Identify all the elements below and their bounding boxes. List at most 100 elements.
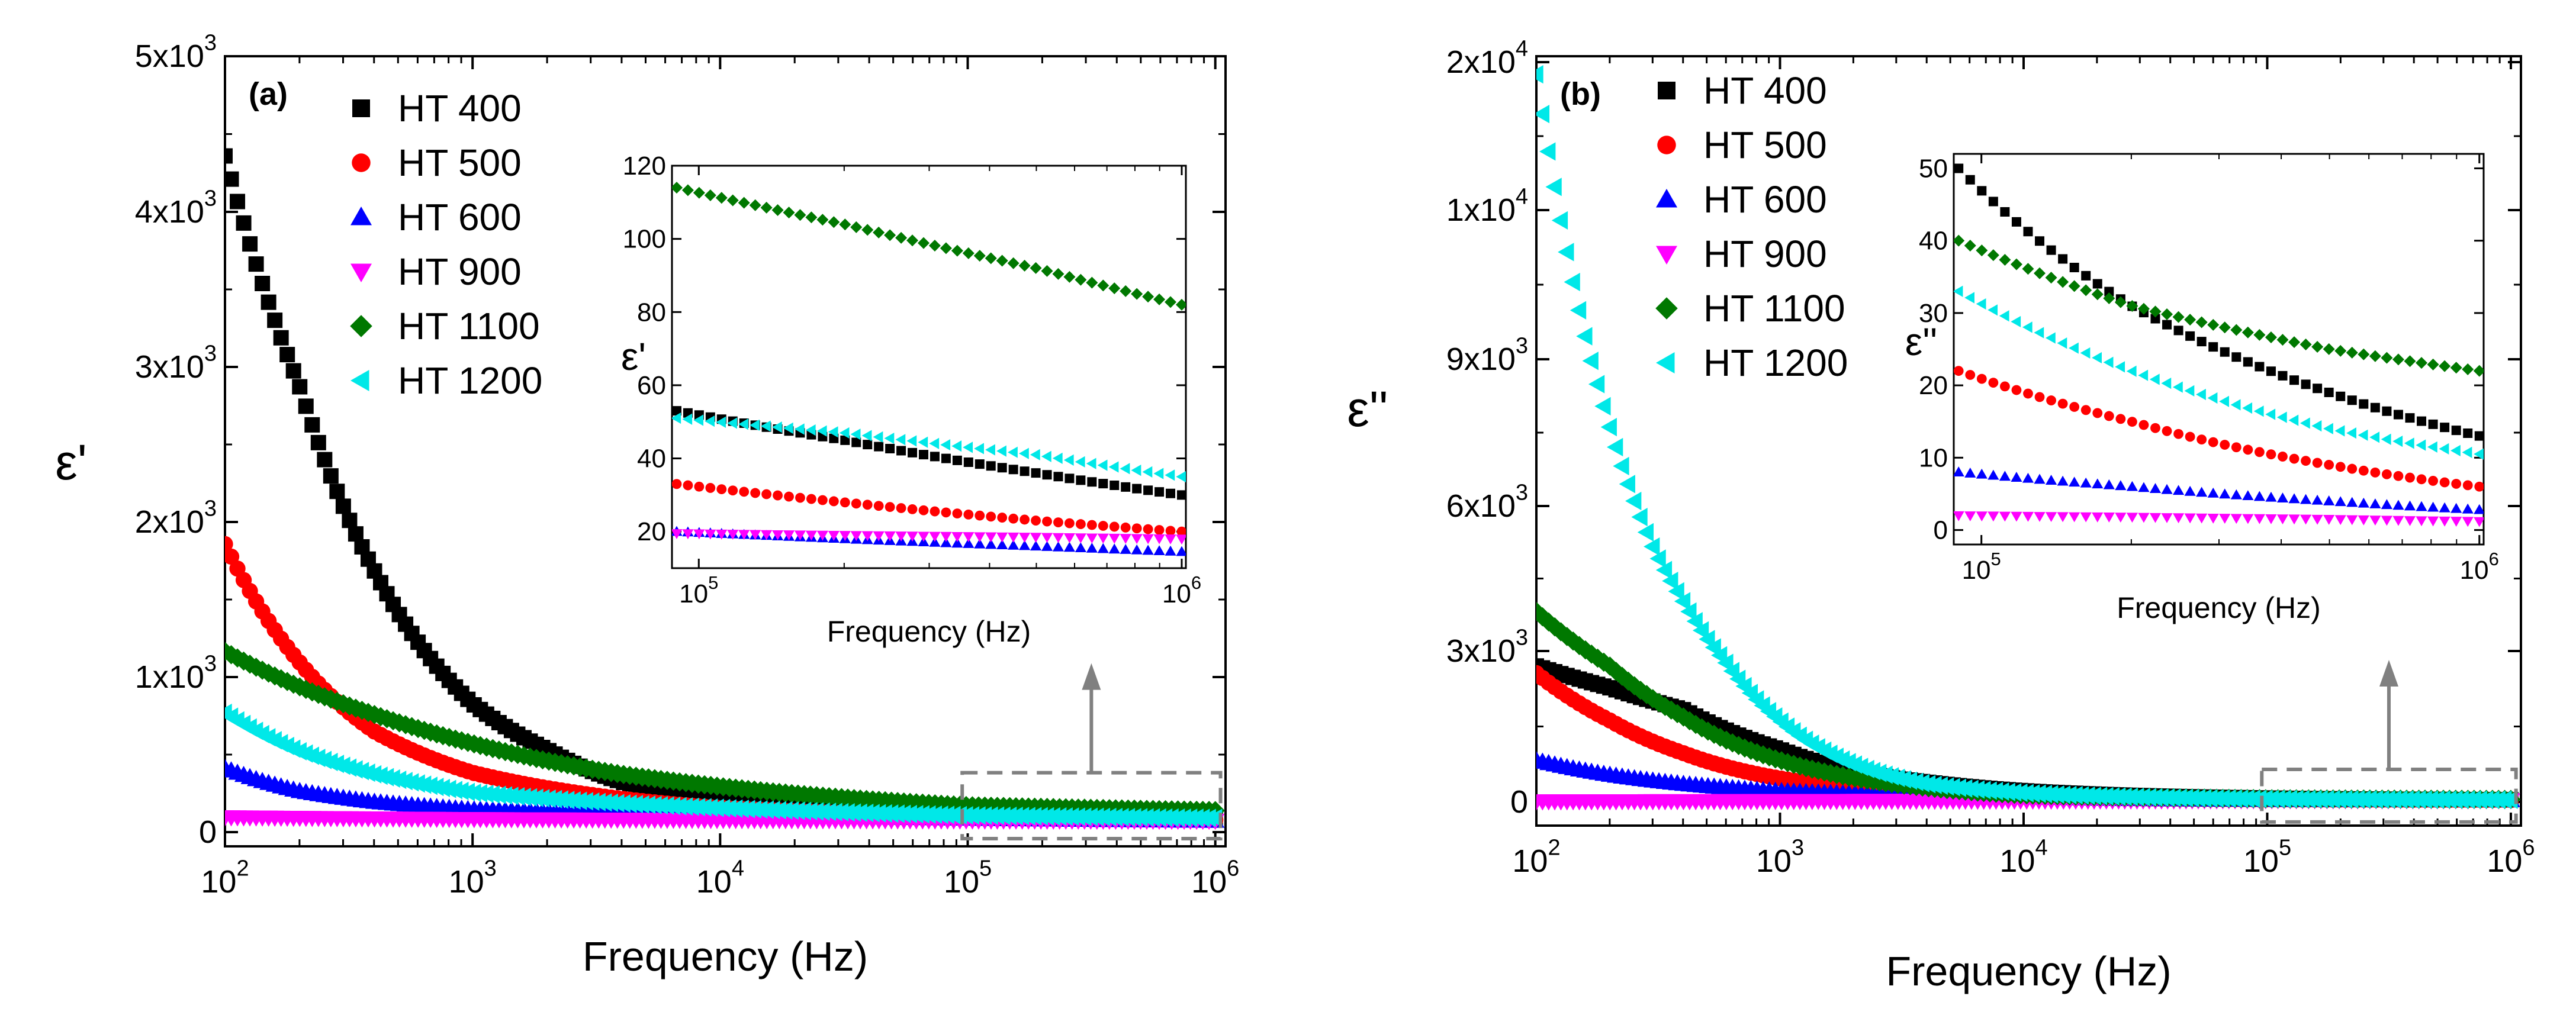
inset-data-point — [2011, 315, 2021, 328]
inset-data-point — [727, 417, 737, 429]
inset-data-point — [2092, 352, 2102, 364]
inset-data-point — [1041, 450, 1051, 462]
inset-data-point — [2185, 431, 2195, 442]
inset-data-point — [2034, 327, 2044, 339]
inset-data-point — [918, 436, 928, 448]
inset-data-point — [1075, 519, 1086, 529]
inset-data-point — [2265, 408, 2276, 420]
inset-data-point — [771, 421, 782, 433]
inset-data-point — [941, 507, 951, 518]
inset-data-point — [1143, 524, 1153, 534]
inset-data-point — [760, 201, 773, 214]
inset-data-point — [2404, 500, 2416, 511]
inset-data-point — [1988, 378, 1999, 388]
inset-data-point — [2253, 405, 2264, 417]
inset-data-point — [2035, 236, 2045, 246]
inset-data-point — [1999, 471, 2011, 481]
data-point — [230, 194, 246, 210]
inset-data-point — [2057, 276, 2069, 288]
inset-data-point — [906, 435, 917, 447]
inset-data-point — [1108, 533, 1120, 544]
inset-data-point — [2334, 515, 2346, 526]
inset-data-point — [2220, 347, 2230, 357]
legend-marker — [350, 370, 369, 391]
inset-data-point — [2288, 336, 2301, 349]
inset-data-point — [1976, 244, 1988, 257]
inset-data-point — [2069, 476, 2080, 487]
inset-data-point — [2149, 483, 2162, 493]
legend-marker — [350, 315, 372, 337]
inset-y-tick-label: 0 — [1934, 516, 1948, 545]
inset-data-point — [2381, 515, 2393, 526]
inset-data-point — [1063, 454, 1074, 466]
inset-data-point — [2207, 513, 2219, 524]
inset-data-point — [816, 214, 829, 226]
inset-data-point — [2149, 305, 2162, 318]
inset-data-point — [1131, 534, 1143, 544]
inset-data-point — [2288, 514, 2300, 525]
inset-data-point — [1988, 196, 1998, 207]
inset-data-point — [906, 531, 918, 542]
inset-data-point — [1954, 285, 1963, 297]
inset-data-point — [2218, 321, 2231, 334]
inset-y-tick-label: 30 — [1919, 299, 1948, 328]
inset-x-tick-label: 106 — [1162, 572, 1201, 608]
inset-data-point — [951, 537, 963, 548]
data-point — [1644, 537, 1660, 556]
data-point — [248, 256, 264, 272]
inset-data-point — [2149, 373, 2160, 385]
inset-data-point — [2057, 398, 2068, 409]
legend-item-ht-900: HT 900 — [1656, 233, 1827, 275]
inset-data-point — [2045, 332, 2056, 344]
inset-chart: 105 106 0 10 20 30 40 50 Frequency (Hz) ε'' — [1905, 153, 2499, 624]
inset-data-point — [850, 221, 863, 233]
data-point — [1570, 301, 1587, 320]
inset-data-point — [985, 532, 997, 543]
inset-data-point — [2010, 258, 2022, 270]
inset-data-point — [2324, 388, 2334, 398]
inset-data-point — [2103, 513, 2115, 523]
data-point — [342, 513, 358, 529]
inset-data-point — [1165, 545, 1176, 556]
inset-data-point — [727, 530, 739, 540]
y-tick-label: 2x103 — [135, 497, 217, 540]
inset-data-point — [806, 494, 816, 504]
inset-data-point — [2162, 426, 2172, 436]
inset-data-point — [986, 461, 996, 471]
data-point — [360, 551, 376, 567]
inset-data-point — [1176, 471, 1186, 482]
inset-data-point — [2416, 439, 2426, 451]
inset-data-point — [917, 237, 930, 249]
inset-data-point — [1142, 291, 1154, 303]
inset-data-point — [1153, 468, 1164, 479]
inset-data-point — [1999, 381, 2010, 392]
inset-data-point — [2242, 402, 2253, 414]
inset-data-point — [1153, 545, 1165, 556]
inset-data-point — [1120, 534, 1131, 544]
inset-data-point — [2103, 479, 2115, 489]
inset-data-point — [1964, 511, 1976, 521]
inset-data-point — [1120, 522, 1131, 533]
inset-data-point — [2404, 516, 2416, 526]
inset-data-point — [682, 413, 693, 425]
inset-data-point — [895, 231, 908, 244]
legend-label: HT 500 — [398, 141, 522, 184]
inset-y-tick-label: 100 — [623, 225, 666, 254]
inset-data-point — [2138, 420, 2149, 430]
inset-data-point — [1041, 541, 1053, 551]
inset-data-point — [672, 182, 683, 194]
inset-data-point — [2023, 227, 2033, 237]
inset-data-point — [874, 442, 884, 452]
inset-data-point — [1977, 186, 1987, 196]
inset-data-point — [2451, 479, 2462, 489]
inset-data-point — [2276, 514, 2289, 525]
inset-data-point — [2150, 314, 2160, 324]
inset-data-point — [2428, 419, 2438, 429]
inset-data-point — [2474, 431, 2484, 441]
y-axis-label: ε' — [55, 434, 86, 490]
inset-data-point — [2462, 480, 2473, 491]
inset-frame — [671, 165, 1187, 569]
legend-marker — [1658, 82, 1675, 99]
inset-data-point — [1154, 525, 1165, 535]
inset-data-point — [895, 531, 907, 542]
